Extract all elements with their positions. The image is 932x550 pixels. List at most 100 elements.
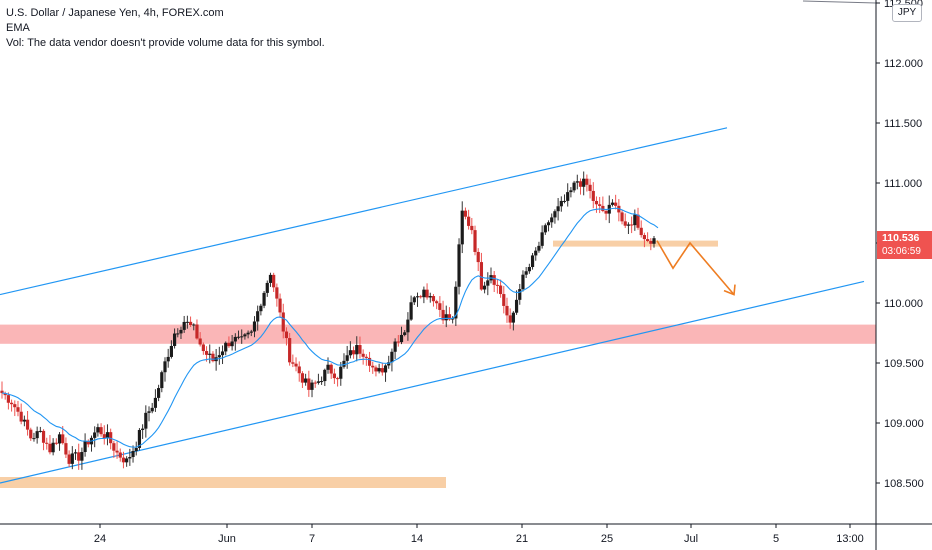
projection-path (656, 240, 735, 296)
candle-body (32, 438, 36, 440)
candle-body (639, 227, 643, 236)
y-tick-label: 110.000 (884, 298, 923, 310)
candle-body (224, 342, 228, 352)
last-price-tag: 110.536 03:06:59 (877, 231, 932, 259)
candle-body (521, 274, 525, 290)
candle-body (19, 411, 23, 422)
candle-body (73, 452, 78, 454)
candle-body (348, 350, 352, 356)
candle-body (454, 286, 458, 319)
candle-body (585, 178, 589, 185)
candle-body (415, 296, 420, 298)
candle-body (626, 224, 631, 226)
candle-body (406, 319, 410, 333)
candle-body (195, 324, 199, 339)
candle-body (508, 315, 512, 323)
candle-body (428, 296, 432, 298)
candle-body (179, 329, 183, 334)
candle-body (35, 431, 39, 439)
candle-body (99, 427, 103, 435)
x-tick-label: 25 (601, 533, 613, 545)
candle-body (323, 369, 327, 382)
indicator-label[interactable]: EMA (6, 22, 30, 34)
candle-body (476, 251, 480, 263)
candle-body (358, 345, 362, 354)
candle-body (623, 221, 627, 226)
projection-arrowhead (723, 284, 736, 296)
candle-body (652, 238, 656, 244)
candle-body (527, 267, 531, 272)
candle-body (233, 336, 237, 342)
candle-body (272, 274, 276, 288)
candle-body (505, 305, 509, 316)
symbol-title[interactable]: U.S. Dollar / Japanese Yen, 4h, FOREX.co… (6, 7, 224, 19)
candle-body (246, 332, 250, 335)
candle-body (252, 321, 257, 332)
candle-body (157, 388, 161, 398)
candle-body (61, 434, 65, 444)
candle-body (313, 382, 317, 384)
ema-line (1, 207, 659, 448)
candle-body (22, 419, 26, 422)
x-tick-label: 13:00 (836, 533, 864, 545)
candle-body (217, 355, 221, 358)
lower-zone (0, 477, 446, 488)
candle-body (425, 289, 429, 298)
candle-body (144, 412, 148, 429)
candle-body (636, 214, 640, 228)
candle-body (332, 373, 336, 379)
candle-body (575, 181, 579, 183)
candle-body (240, 336, 244, 338)
candle-body (118, 452, 122, 458)
candle-body (54, 442, 58, 444)
x-tick-label: 5 (773, 533, 779, 545)
candle-body (422, 289, 426, 298)
candle-body (208, 353, 212, 355)
candle-body (284, 331, 289, 339)
candle-body (51, 442, 55, 453)
candle-body (377, 368, 381, 372)
candle-body (649, 240, 653, 244)
candle-body (230, 341, 234, 347)
candle-body (630, 224, 634, 226)
currency-badge[interactable]: JPY (892, 4, 922, 22)
candle-body (262, 292, 266, 306)
candle-body (511, 312, 515, 323)
candle-body (137, 429, 142, 448)
candle-body (374, 367, 378, 372)
candle-body (310, 382, 314, 390)
candle-body (361, 353, 365, 357)
candle-body (172, 333, 177, 346)
candle-body (227, 342, 231, 347)
candle-body (633, 214, 637, 226)
bar-countdown: 03:06:59 (882, 246, 921, 257)
candle-body (393, 341, 397, 352)
candle-body (256, 311, 260, 322)
candle-body (67, 454, 71, 464)
candle-body (249, 331, 253, 333)
candle-body (38, 430, 42, 432)
candle-body (211, 353, 215, 362)
candle-body (387, 362, 391, 366)
candle-body (86, 441, 90, 445)
candle-body (492, 275, 496, 285)
candle-body (64, 443, 68, 455)
candle-body (556, 206, 560, 212)
last-price-value: 110.536 (882, 232, 920, 244)
candle-body (93, 432, 97, 438)
projection-layer (656, 240, 736, 296)
candle-body (125, 458, 129, 463)
candle-body (204, 351, 209, 355)
candle-body (109, 432, 113, 444)
volume-note: Vol: The data vendor doesn't provide vol… (6, 37, 325, 49)
candle-body (502, 294, 506, 306)
y-tick-label: 111.000 (884, 178, 922, 190)
candle-body (530, 255, 535, 268)
candle-body (399, 334, 404, 343)
y-tick-label: 108.500 (884, 478, 924, 490)
candle-body (412, 297, 416, 303)
candle-body (281, 312, 285, 332)
candle-body (288, 338, 292, 363)
